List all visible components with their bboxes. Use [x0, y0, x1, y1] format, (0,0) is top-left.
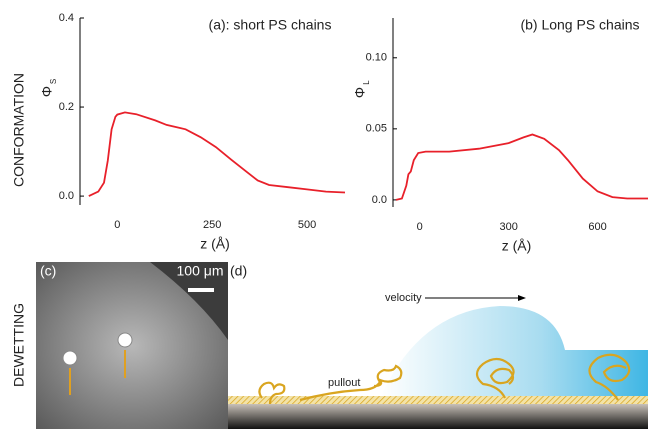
x-tick-label: 0 [114, 219, 120, 231]
data-line [89, 112, 345, 196]
particle [118, 333, 132, 347]
x-tick-label: 500 [298, 219, 316, 231]
y-axis-label: Φ [39, 86, 55, 97]
chart-title: (a): short PS chains [209, 17, 332, 33]
scale-label: 100 μm [177, 263, 224, 279]
panel-label: (d) [230, 263, 247, 279]
figure: CONFORMATION DEWETTING 0.0 0.2 0.4 0 250 500 z… [0, 0, 648, 429]
y-tick-label: 0.0 [59, 190, 74, 202]
droplet [380, 306, 648, 398]
micrograph-panel: (c) 100 μm [36, 262, 228, 429]
y-tick-label: 0.10 [366, 52, 387, 64]
side-label: CONFORMATION [11, 73, 27, 187]
diagram-panel: (d) velocity pullout [228, 263, 648, 429]
substrate [228, 404, 648, 429]
panel-label: (c) [40, 263, 56, 279]
x-tick-label: 250 [203, 219, 221, 231]
pullout-label: pullout [328, 377, 360, 389]
x-tick-label: 600 [588, 221, 606, 233]
side-label: DEWETTING [11, 303, 27, 387]
chart-title: (b) Long PS chains [520, 17, 639, 33]
particle [63, 351, 77, 365]
y-axis-label-sub: S [49, 79, 58, 84]
y-axis-label-sub: L [362, 80, 371, 85]
arrow-head [518, 295, 526, 301]
scale-bar [188, 288, 214, 292]
x-tick-label: 300 [499, 221, 517, 233]
x-tick-label: 0 [417, 221, 423, 233]
data-line [396, 135, 648, 200]
velocity-label: velocity [385, 292, 422, 304]
y-tick-label: 0.0 [372, 194, 387, 206]
y-tick-label: 0.2 [59, 101, 74, 113]
x-axis-label: z (Å) [502, 238, 532, 254]
y-axis-label: Φ [352, 87, 368, 98]
y-tick-label: 0.05 [366, 123, 387, 135]
x-axis-label: z (Å) [200, 236, 230, 252]
y-tick-label: 0.4 [59, 12, 74, 24]
brush-layer [228, 396, 648, 404]
